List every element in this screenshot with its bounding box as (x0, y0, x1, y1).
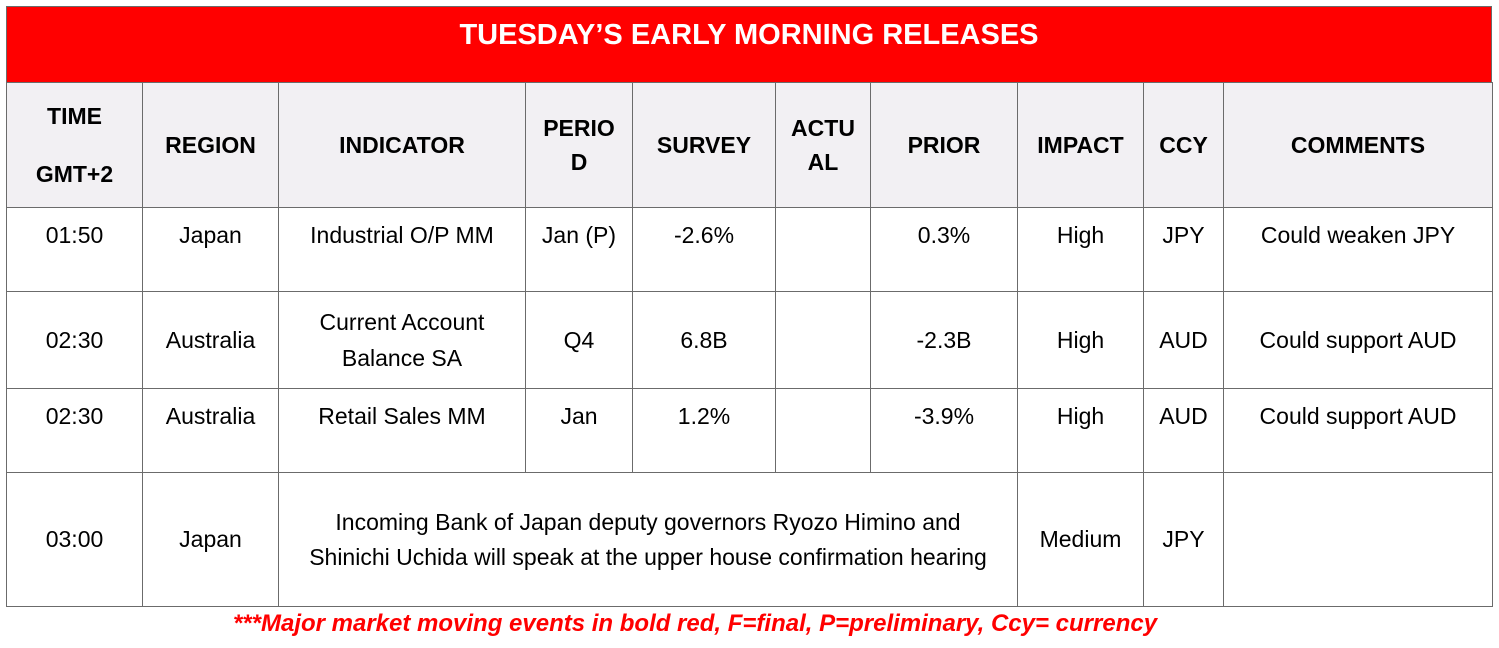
cell-comments: Could weaken JPY (1223, 207, 1493, 292)
cell-ccy: AUD (1143, 388, 1224, 473)
header-time-line1: TIME (47, 103, 102, 129)
cell-actual (775, 388, 871, 473)
cell-period: Jan (P) (525, 207, 633, 292)
cell-prior: -3.9% (870, 388, 1018, 473)
cell-comments: Could support AUD (1223, 291, 1493, 389)
table-row: 02:30 Australia Current Account Balance … (6, 291, 1493, 389)
cell-indicator: Current Account Balance SA (278, 291, 526, 389)
cell-impact: High (1017, 291, 1144, 389)
cell-time: 02:30 (6, 291, 143, 389)
header-indicator: INDICATOR (278, 82, 526, 208)
releases-table: TIME GMT+2 REGION INDICATOR PERIO D SURV… (6, 82, 1493, 607)
cell-comments: Could support AUD (1223, 388, 1493, 473)
header-time: TIME GMT+2 (6, 82, 143, 208)
table-row: 01:50 Japan Industrial O/P MM Jan (P) -2… (6, 207, 1493, 292)
cell-prior: -2.3B (870, 291, 1018, 389)
table-row: 03:00 Japan Incoming Bank of Japan deput… (6, 472, 1493, 607)
cell-region: Japan (142, 207, 279, 292)
cell-actual (775, 207, 871, 292)
header-ccy: CCY (1143, 82, 1224, 208)
cell-period: Q4 (525, 291, 633, 389)
cell-period: Jan (525, 388, 633, 473)
cell-ccy: JPY (1143, 207, 1224, 292)
cell-survey: -2.6% (632, 207, 776, 292)
cell-impact: Medium (1017, 472, 1144, 607)
header-time-line2: GMT+2 (35, 161, 114, 187)
cell-region: Australia (142, 388, 279, 473)
cell-time: 01:50 (6, 207, 143, 292)
cell-indicator: Industrial O/P MM (278, 207, 526, 292)
header-actual: ACTU AL (775, 82, 871, 208)
cell-region: Japan (142, 472, 279, 607)
page-title: TUESDAY’S EARLY MORNING RELEASES (6, 6, 1492, 82)
cell-impact: High (1017, 388, 1144, 473)
table-row: 02:30 Australia Retail Sales MM Jan 1.2%… (6, 388, 1493, 473)
cell-survey: 1.2% (632, 388, 776, 473)
cell-event-description: Incoming Bank of Japan deputy governors … (278, 472, 1018, 607)
header-impact: IMPACT (1017, 82, 1144, 208)
cell-time: 03:00 (6, 472, 143, 607)
cell-ccy: JPY (1143, 472, 1224, 607)
header-period: PERIO D (525, 82, 633, 208)
cell-region: Australia (142, 291, 279, 389)
cell-ccy: AUD (1143, 291, 1224, 389)
header-prior: PRIOR (870, 82, 1018, 208)
header-row: TIME GMT+2 REGION INDICATOR PERIO D SURV… (6, 82, 1493, 208)
releases-sheet: TUESDAY’S EARLY MORNING RELEASES TIME GM… (6, 6, 1493, 607)
cell-impact: High (1017, 207, 1144, 292)
cell-survey: 6.8B (632, 291, 776, 389)
header-survey: SURVEY (632, 82, 776, 208)
footnote: ***Major market moving events in bold re… (232, 610, 1158, 637)
cell-time: 02:30 (6, 388, 143, 473)
header-region: REGION (142, 82, 279, 208)
header-comments: COMMENTS (1223, 82, 1493, 208)
cell-prior: 0.3% (870, 207, 1018, 292)
cell-actual (775, 291, 871, 389)
cell-indicator: Retail Sales MM (278, 388, 526, 473)
cell-comments (1223, 472, 1493, 607)
